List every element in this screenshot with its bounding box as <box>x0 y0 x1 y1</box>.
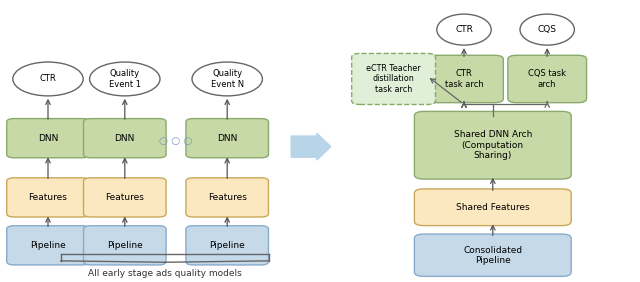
FancyBboxPatch shape <box>186 226 269 265</box>
Ellipse shape <box>13 62 83 96</box>
Ellipse shape <box>436 14 492 45</box>
FancyBboxPatch shape <box>425 55 504 103</box>
Text: Features: Features <box>208 193 246 202</box>
Text: Quality
Event 1: Quality Event 1 <box>109 69 141 89</box>
Text: Pipeline: Pipeline <box>209 241 245 250</box>
Ellipse shape <box>192 62 262 96</box>
FancyBboxPatch shape <box>508 55 586 103</box>
FancyBboxPatch shape <box>84 226 166 265</box>
Text: DNN: DNN <box>115 134 135 143</box>
FancyBboxPatch shape <box>415 234 571 276</box>
Text: CTR: CTR <box>40 74 56 83</box>
FancyArrow shape <box>291 133 331 160</box>
Text: eCTR Teacher
distillation
task arch: eCTR Teacher distillation task arch <box>366 64 421 94</box>
Text: Pipeline: Pipeline <box>30 241 66 250</box>
Text: Quality
Event N: Quality Event N <box>211 69 244 89</box>
Text: Features: Features <box>106 193 144 202</box>
Ellipse shape <box>520 14 575 45</box>
FancyBboxPatch shape <box>352 54 435 105</box>
Text: CQS: CQS <box>538 25 557 34</box>
Text: Features: Features <box>29 193 67 202</box>
Text: ○ ○ ○: ○ ○ ○ <box>159 136 193 146</box>
Text: Shared Features: Shared Features <box>456 203 530 212</box>
FancyBboxPatch shape <box>6 226 90 265</box>
FancyBboxPatch shape <box>186 118 269 158</box>
FancyBboxPatch shape <box>84 118 166 158</box>
Text: CQS task
arch: CQS task arch <box>528 69 566 89</box>
Text: All early stage ads quality models: All early stage ads quality models <box>88 269 242 278</box>
FancyBboxPatch shape <box>415 111 571 179</box>
FancyBboxPatch shape <box>6 178 90 217</box>
Text: CTR: CTR <box>455 25 473 34</box>
FancyBboxPatch shape <box>186 178 269 217</box>
Ellipse shape <box>90 62 160 96</box>
Text: Consolidated
Pipeline: Consolidated Pipeline <box>463 246 522 265</box>
FancyBboxPatch shape <box>415 189 571 226</box>
Text: CTR
task arch: CTR task arch <box>445 69 483 89</box>
FancyBboxPatch shape <box>6 118 90 158</box>
Text: DNN: DNN <box>38 134 58 143</box>
Text: Shared DNN Arch
(Computation
Sharing): Shared DNN Arch (Computation Sharing) <box>454 130 532 160</box>
FancyBboxPatch shape <box>84 178 166 217</box>
Text: Pipeline: Pipeline <box>107 241 143 250</box>
Text: DNN: DNN <box>217 134 237 143</box>
